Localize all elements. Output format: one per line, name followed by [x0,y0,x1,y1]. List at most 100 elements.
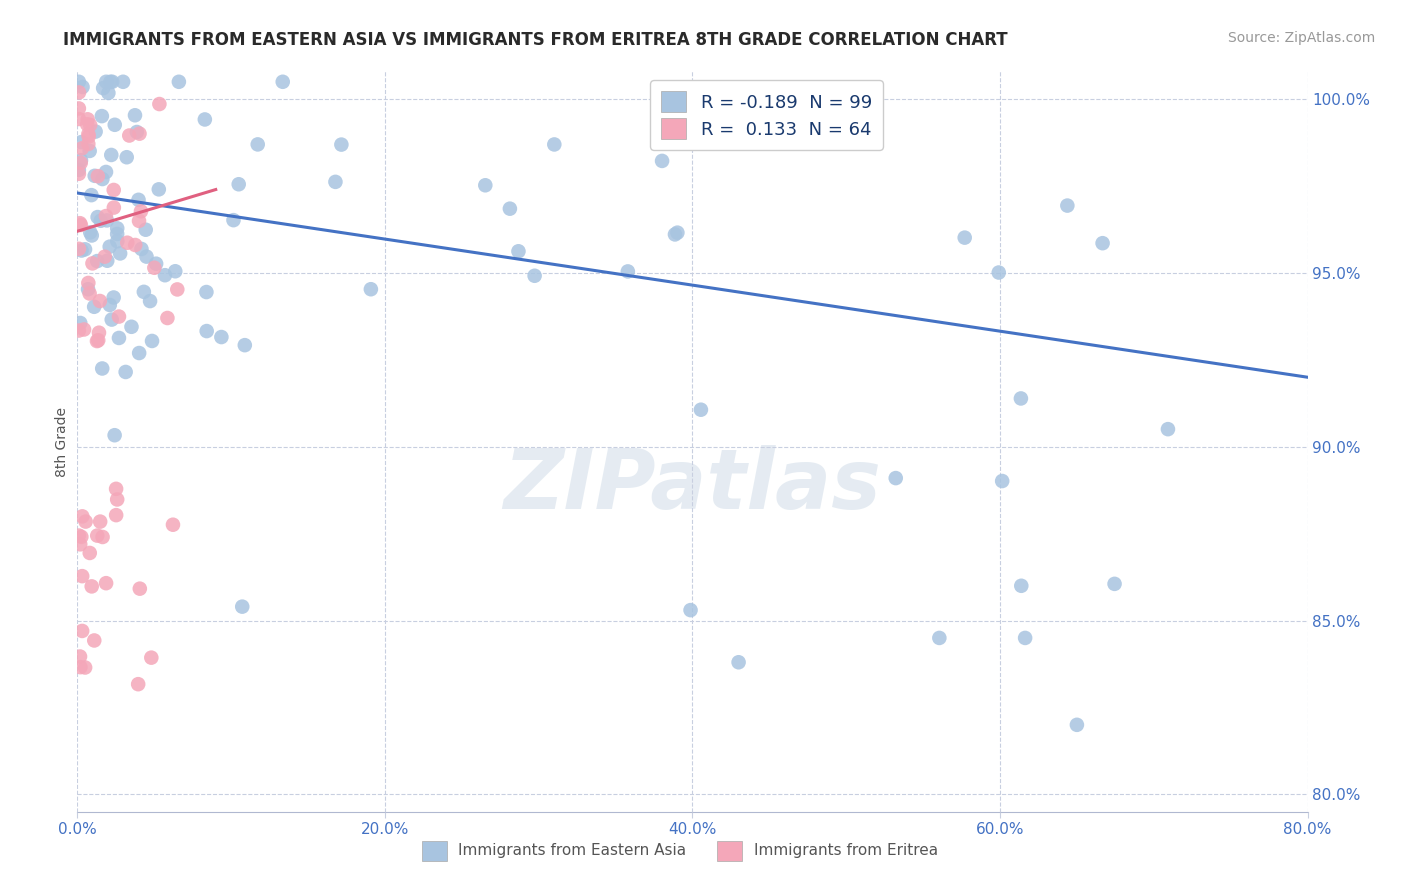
Point [330,137,353,152]
Point [67,167,90,181]
Point [72,509,94,524]
Point [73,243,96,257]
Point [679,603,702,617]
Point [325,175,347,189]
Point [115,150,138,164]
Point [67,528,90,542]
Point [69,649,91,664]
Point [148,97,170,112]
Point [1010,392,1032,406]
Point [991,474,1014,488]
Point [77,276,100,290]
Point [209,330,232,344]
Point [67,75,90,89]
Point [128,214,150,228]
Point [128,193,150,207]
Point [118,128,141,143]
Point [83,300,105,314]
Point [70,135,93,149]
Point [129,204,152,219]
Point [1104,577,1126,591]
Point [105,221,128,235]
Y-axis label: 8th Grade: 8th Grade [55,407,69,476]
Point [82,256,104,270]
Point [104,118,127,132]
Point [75,660,97,674]
Point [76,112,98,127]
Point [70,530,93,544]
Point [128,127,150,141]
Point [162,517,184,532]
Point [135,223,157,237]
Point [666,226,689,240]
Point [94,165,117,179]
Point [100,148,122,162]
Point [127,677,149,691]
Point [86,254,108,268]
Point [195,285,218,299]
Point [105,482,128,496]
Point [474,178,496,193]
Point [124,238,146,252]
Point [156,311,179,326]
Point [67,162,90,177]
Point [77,282,100,296]
Point [1014,631,1036,645]
Text: Immigrants from Eritrea: Immigrants from Eritrea [754,844,938,858]
Point [124,108,146,122]
Point [145,257,167,271]
Point [104,428,127,442]
Point [143,260,166,275]
Point [105,227,128,241]
Point [114,365,136,379]
Point [103,183,125,197]
Point [112,75,135,89]
Point [77,127,100,141]
Point [271,75,294,89]
Point [128,582,150,596]
Point [96,213,118,227]
Point [67,102,90,116]
Point [67,86,90,100]
Point [690,402,713,417]
Point [543,137,565,152]
Point [1056,198,1078,212]
Point [98,240,121,254]
Point [86,210,108,224]
Point [105,508,128,523]
Text: IMMIGRANTS FROM EASTERN ASIA VS IMMIGRANTS FROM ERITREA 8TH GRADE CORRELATION CH: IMMIGRANTS FROM EASTERN ASIA VS IMMIGRAN… [63,31,1008,49]
Point [194,112,217,127]
Point [141,334,163,348]
Point [90,213,112,227]
Point [101,75,124,89]
Point [69,156,91,170]
Point [233,338,256,352]
Point [79,546,101,560]
Point [105,492,128,507]
Point [928,631,950,645]
Text: ZIPatlas: ZIPatlas [503,445,882,526]
Point [96,253,118,268]
Point [100,75,122,89]
Point [1066,718,1088,732]
Point [69,537,91,551]
Point [103,201,125,215]
Point [523,268,546,283]
Point [228,178,250,192]
Point [1091,236,1114,251]
Point [89,293,111,308]
Point [135,250,157,264]
Point [108,331,131,345]
Point [69,216,91,230]
Point [87,169,110,183]
Point [128,346,150,360]
Point [132,285,155,299]
Point [884,471,907,485]
Point [67,324,90,338]
Text: Source: ZipAtlas.com: Source: ZipAtlas.com [1227,31,1375,45]
Point [94,576,117,591]
Point [70,569,93,583]
Point [72,79,94,94]
Point [360,282,382,296]
Point [91,172,114,186]
